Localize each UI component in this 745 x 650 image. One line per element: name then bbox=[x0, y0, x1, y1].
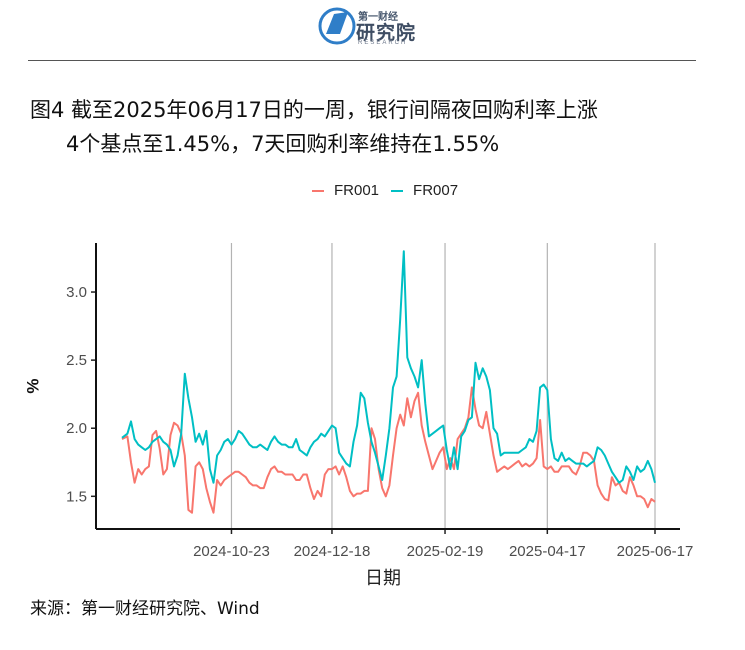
x-tick-label: 2025-04-17 bbox=[509, 543, 586, 560]
legend-item-fr007: FR007 bbox=[391, 182, 458, 199]
logo-sub-text: RESEARCH bbox=[358, 40, 408, 46]
x-tick-label: 2025-06-17 bbox=[617, 543, 694, 560]
logo-main-text: 研究院 bbox=[356, 23, 417, 44]
y-axis-label: % bbox=[23, 378, 43, 394]
chart-legend: FR001 FR007 bbox=[312, 182, 470, 199]
header-divider bbox=[28, 60, 696, 61]
vertical-gridlines bbox=[230, 243, 656, 529]
research-logo: 第一财经 研究院 RESEARCH bbox=[318, 4, 428, 48]
logo-emblem-icon bbox=[318, 7, 356, 45]
legend-swatch-fr001 bbox=[312, 189, 324, 192]
x-axis-label: 日期 bbox=[365, 568, 401, 589]
x-tick-label: 2024-12-18 bbox=[294, 543, 371, 560]
y-tick-label: 2.0 bbox=[66, 420, 87, 437]
x-tick-label: 2025-02-19 bbox=[407, 543, 484, 560]
y-tick-label: 1.5 bbox=[66, 488, 87, 505]
figure-title-line1: 图4 截至2025年06月17日的一周，银行间隔夜回购利率上涨 bbox=[30, 98, 598, 122]
chart-axes: 2024-10-23 2024-12-18 2025-02-19 2025-04-17… bbox=[66, 243, 693, 560]
legend-swatch-fr007 bbox=[391, 189, 404, 192]
x-tick-label: 2024-10-23 bbox=[193, 543, 270, 560]
legend-item-fr001: FR001 bbox=[312, 182, 379, 199]
series-line-fr007 bbox=[121, 250, 656, 484]
figure-title-line2: 4个基点至1.45%，7天回购利率维持在1.55% bbox=[66, 132, 500, 156]
chart-series bbox=[121, 250, 656, 514]
series-line-fr001 bbox=[121, 386, 656, 514]
y-tick-label: 3.0 bbox=[66, 284, 87, 301]
legend-label-fr001: FR001 bbox=[334, 182, 380, 199]
legend-label-fr007: FR007 bbox=[413, 182, 459, 199]
source-note: 来源：第一财经研究院、Wind bbox=[30, 599, 260, 619]
logo-top-text: 第一财经 bbox=[358, 12, 398, 23]
y-tick-label: 2.5 bbox=[66, 352, 87, 369]
